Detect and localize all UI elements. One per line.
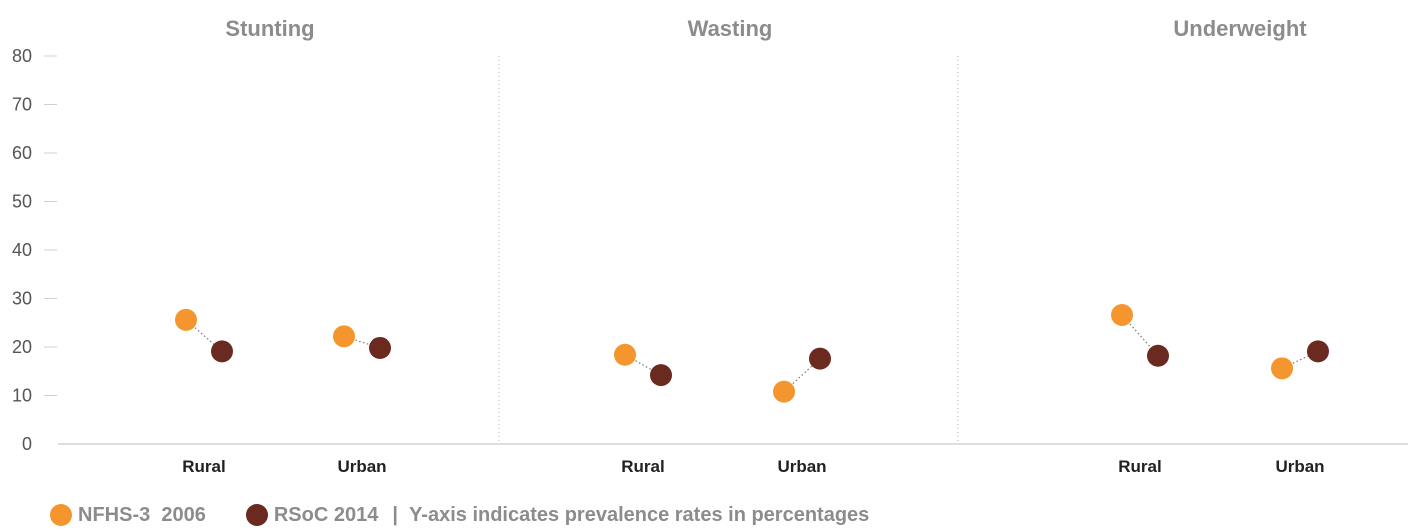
legend-note-text: Y-axis indicates prevalence rates in per… (409, 503, 870, 526)
panel-titles: Stunting Wasting Underweight (225, 16, 1307, 41)
point-nfhs (333, 325, 355, 348)
x-tick-label: Urban (337, 457, 386, 476)
legend-label-rsoc: RSoC 2014 (273, 503, 379, 526)
legend-item-rsoc: RSoC 2014 (245, 503, 379, 527)
point-nfhs (773, 380, 795, 403)
y-tick-label: 80 (12, 46, 32, 66)
legend-swatch-nfhs (50, 504, 72, 526)
point-nfhs (614, 343, 636, 366)
point-rsoc (1307, 340, 1329, 363)
point-nfhs (1111, 303, 1133, 326)
panel-title: Underweight (1173, 16, 1307, 41)
point-rsoc (211, 340, 233, 363)
x-tick-label: Rural (621, 457, 664, 476)
point-rsoc (1147, 344, 1169, 367)
point-nfhs (1271, 357, 1293, 380)
y-tick-label: 60 (12, 143, 32, 163)
legend-note: | Y-axis indicates prevalence rates in p… (392, 503, 870, 526)
x-tick-label: Rural (182, 457, 225, 476)
y-tick-label: 20 (12, 337, 32, 357)
data-points (175, 303, 1329, 403)
y-tick-label: 10 (12, 386, 32, 406)
y-tick-label: 50 (12, 192, 32, 212)
chart: 0 10 20 30 40 50 60 70 80 Stunting Wasting Underwe… (12, 16, 1408, 476)
axis-layer: 0 10 20 30 40 50 60 70 80 (12, 46, 1408, 454)
x-tick-label: Rural (1118, 457, 1161, 476)
y-tick-label: 40 (12, 240, 32, 260)
legend-swatch-rsoc (245, 504, 268, 526)
legend-item-nfhs: NFHS-3 2006 (50, 504, 206, 527)
x-tick-labels: Rural Urban Rural Urban Rural Urban (182, 457, 1324, 476)
x-tick-label: Urban (1275, 457, 1324, 476)
y-tick-label: 70 (12, 95, 32, 115)
y-tick-label: 30 (12, 289, 32, 309)
point-nfhs (175, 308, 197, 331)
panel-title: Wasting (688, 16, 773, 41)
point-rsoc (369, 336, 391, 359)
x-tick-label: Urban (777, 457, 826, 476)
point-rsoc (650, 364, 672, 387)
connector-line (624, 354, 662, 376)
panel-title: Stunting (225, 16, 314, 41)
legend-label-nfhs: NFHS-3 2006 (78, 503, 206, 526)
point-rsoc (809, 347, 831, 370)
legend: NFHS-3 2006 RSoC 2014 | Y-axis indicates… (50, 500, 869, 530)
y-tick-label: 0 (22, 434, 32, 454)
